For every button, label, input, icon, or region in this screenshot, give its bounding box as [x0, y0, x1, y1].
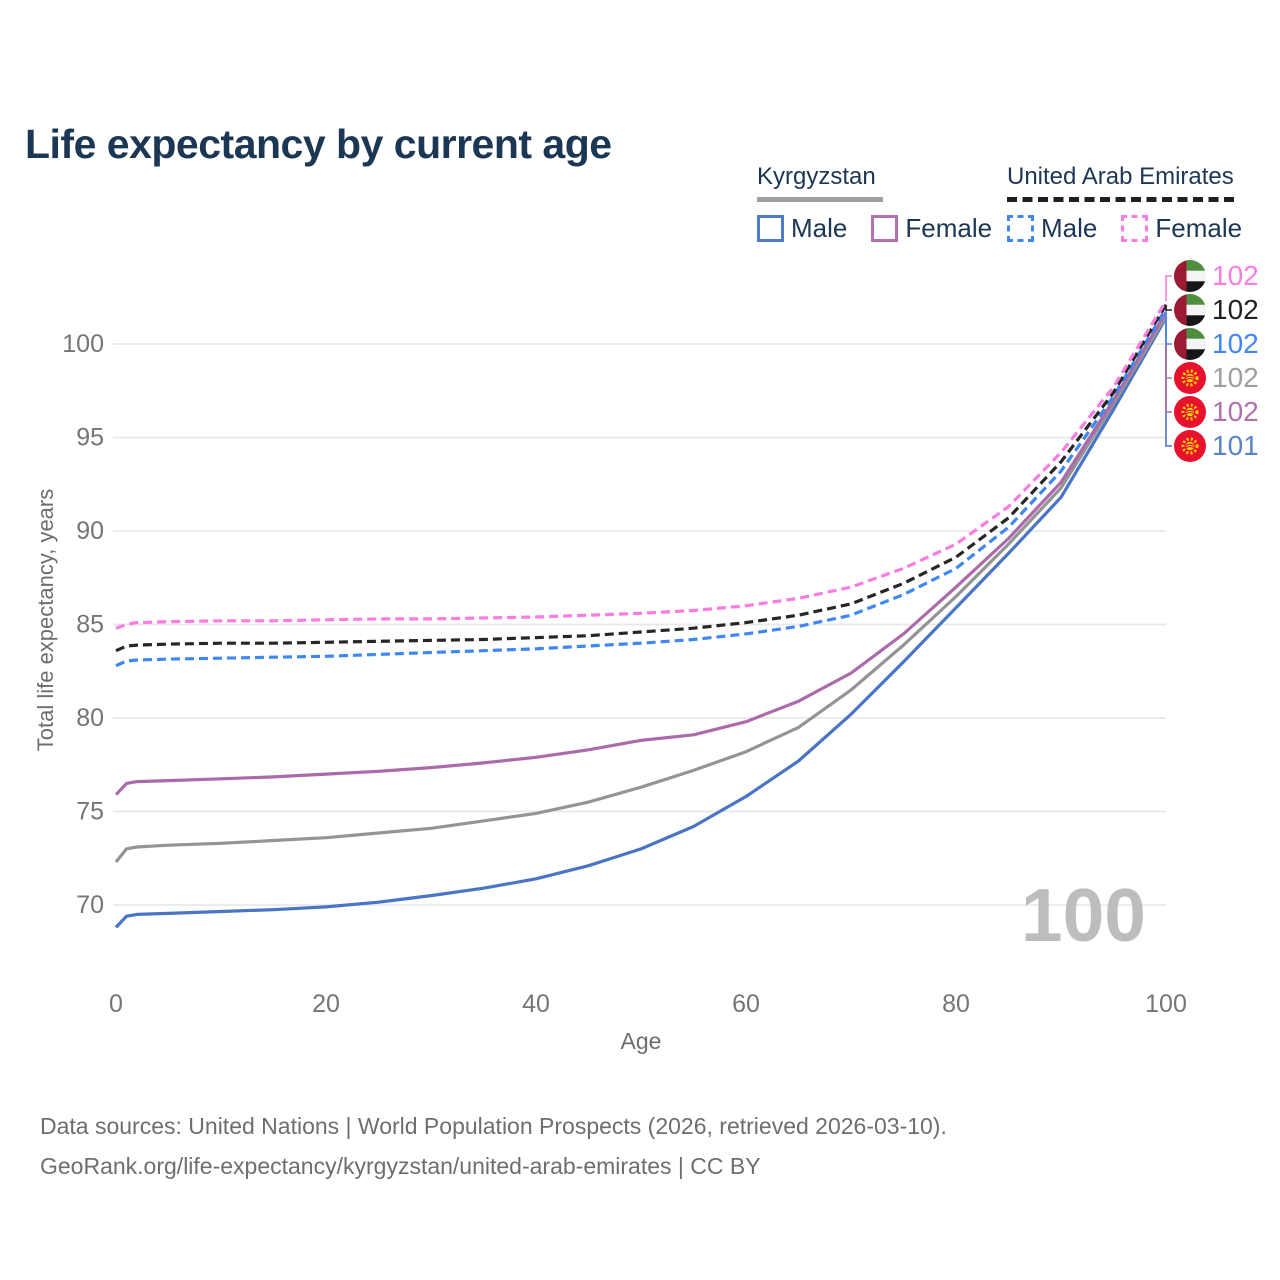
y-tick-label-75: 75	[76, 798, 104, 826]
y-tick-label-70: 70	[76, 891, 104, 919]
page-title: Life expectancy by current age	[25, 121, 612, 168]
flag-icon-united-arab-emirates	[1174, 328, 1206, 360]
series-end-label-united-arab-emirates-both-sexes: 102	[1212, 294, 1259, 325]
legend-swatch-dashed-icon[interactable]	[1121, 215, 1149, 242]
end-label-connector	[1165, 275, 1172, 301]
flag-icon-kyrgyzstan	[1174, 396, 1206, 428]
legend-swatch-dashed-icon[interactable]	[1007, 215, 1034, 242]
series-end-label-united-arab-emirates-female: 102	[1212, 260, 1259, 291]
series-end-label-kyrgyzstan-both-sexes: 102	[1212, 362, 1259, 393]
legend-group-kyrgyzstan: Kyrgyzstan Male Female	[757, 163, 992, 244]
flag-icon-united-arab-emirates	[1174, 294, 1206, 326]
series-end-label-kyrgyzstan-female: 102	[1212, 396, 1259, 427]
y-axis-title: Total life expectancy, years	[33, 488, 58, 752]
legend-item-kyrgyzstan-female[interactable]: Female	[871, 213, 992, 244]
y-tick-label-95: 95	[76, 424, 104, 452]
legend-country-united-arab-emirates: United Arab Emirates	[1007, 163, 1234, 202]
legend-item-label: Male	[1041, 213, 1098, 243]
end-label-connector	[1165, 312, 1172, 413]
y-tick-label-80: 80	[76, 704, 104, 732]
end-label-connector	[1165, 317, 1172, 447]
footer-data-sources: Data sources: United Nations | World Pop…	[40, 1113, 947, 1139]
flag-icon-kyrgyzstan	[1174, 430, 1206, 462]
legend-row-united-arab-emirates: Male Female	[1007, 213, 1242, 244]
y-tick-label-90: 90	[76, 517, 104, 545]
end-label-connector	[1165, 304, 1172, 311]
series-line-kyrgyzstan-female[interactable]	[114, 311, 1168, 796]
flag-icon-united-arab-emirates	[1174, 260, 1206, 292]
legend-item-label: Male	[791, 213, 848, 243]
x-tick-label-0: 0	[109, 990, 123, 1018]
y-tick-label-85: 85	[76, 611, 104, 639]
legend-swatch-solid-icon[interactable]	[757, 215, 784, 242]
legend-item-label: Female	[1155, 213, 1243, 243]
series-line-united-arab-emirates-male[interactable]	[115, 307, 1168, 668]
legend-item-uae-male[interactable]: Male	[1007, 213, 1097, 244]
legend-group-united-arab-emirates: United Arab Emirates Male Female	[1007, 163, 1242, 244]
footer-attribution: GeoRank.org/life-expectancy/kyrgyzstan/u…	[40, 1153, 761, 1179]
legend-swatch-solid-icon[interactable]	[871, 215, 899, 242]
footer: Data sources: United Nations | World Pop…	[40, 1106, 947, 1186]
flag-icon-kyrgyzstan	[1174, 362, 1206, 394]
x-axis-title: Age	[620, 1028, 662, 1054]
x-tick-label-80: 80	[942, 990, 970, 1018]
x-tick-label-60: 60	[732, 990, 760, 1018]
legend-item-label: Female	[905, 213, 993, 243]
legend-item-kyrgyzstan-male[interactable]: Male	[757, 213, 847, 244]
legend-country-kyrgyzstan: Kyrgyzstan	[757, 163, 883, 202]
series-line-united-arab-emirates-both-sexes[interactable]	[115, 303, 1168, 653]
end-label-connector	[1165, 316, 1172, 379]
series-line-kyrgyzstan-male[interactable]	[114, 317, 1168, 929]
series-line-united-arab-emirates-female[interactable]	[115, 300, 1168, 630]
series-end-label-kyrgyzstan-male: 101	[1212, 430, 1259, 461]
series-end-label-united-arab-emirates-male: 102	[1212, 328, 1259, 359]
x-tick-label-100: 100	[1145, 990, 1187, 1018]
x-tick-label-40: 40	[522, 990, 550, 1018]
series-line-kyrgyzstan-both-sexes[interactable]	[114, 315, 1168, 864]
y-tick-label-100: 100	[62, 330, 104, 358]
hovered-age-watermark: 100	[1021, 873, 1146, 957]
legend-row-kyrgyzstan: Male Female	[757, 213, 992, 244]
legend-item-uae-female[interactable]: Female	[1121, 213, 1242, 244]
x-tick-label-20: 20	[312, 990, 340, 1018]
end-label-connector	[1165, 308, 1172, 345]
